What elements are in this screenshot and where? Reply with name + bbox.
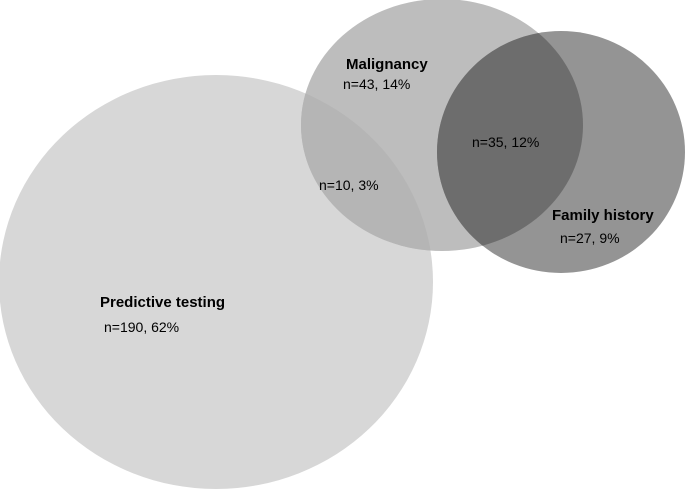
malignancy-family-overlap-region [437,31,583,251]
family-history-label: Family history [552,207,654,224]
predictive-malignancy-overlap-count: n=10, 3% [319,177,379,193]
predictive-malignancy-overlap-region [301,75,433,251]
predictive-testing-label: Predictive testing [100,294,225,311]
malignancy-count: n=43, 14% [343,76,410,92]
malignancy-family-overlap-count: n=35, 12% [472,134,539,150]
predictive-testing-count: n=190, 62% [104,319,179,335]
malignancy-label: Malignancy [346,56,428,73]
family-history-count: n=27, 9% [560,230,620,246]
